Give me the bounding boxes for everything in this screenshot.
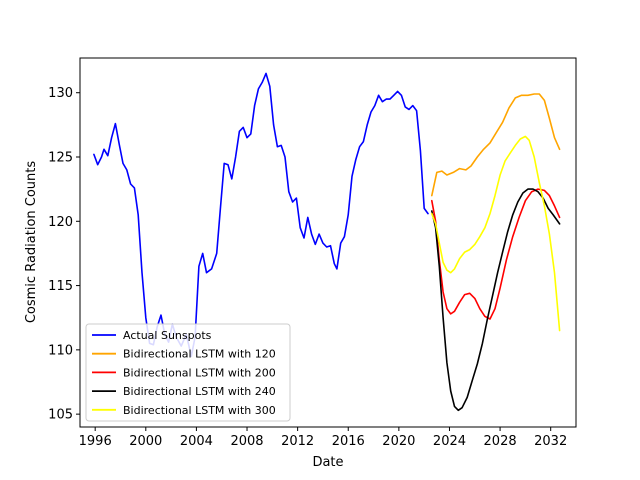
legend-label-0: Actual Sunspots xyxy=(123,329,212,342)
y-axis-label: Cosmic Radiation Counts xyxy=(24,161,39,324)
y-tick-label: 110 xyxy=(48,343,73,358)
x-tick-label: 2008 xyxy=(230,434,263,449)
y-tick-label: 115 xyxy=(48,279,73,294)
series-line-3 xyxy=(431,188,561,412)
x-tick-label: 2024 xyxy=(433,434,466,449)
series-line-4 xyxy=(431,135,561,332)
legend-label-4: Bidirectional LSTM with 300 xyxy=(123,404,276,417)
x-tick-label: 2004 xyxy=(180,434,213,449)
y-tick-label: 125 xyxy=(48,151,73,166)
x-tick-label: 2000 xyxy=(129,434,162,449)
x-tick-label: 2020 xyxy=(382,434,415,449)
x-tick-label: 2032 xyxy=(534,434,567,449)
legend-label-2: Bidirectional LSTM with 200 xyxy=(123,366,276,379)
x-tick-label: 2016 xyxy=(332,434,365,449)
legend-label-3: Bidirectional LSTM with 240 xyxy=(123,385,276,398)
plot-frame xyxy=(79,57,577,428)
legend-label-1: Bidirectional LSTM with 120 xyxy=(123,348,276,361)
legend-box xyxy=(85,323,291,422)
x-axis-label: Date xyxy=(312,455,343,470)
legend: Actual Sunspots Bidirectional LSTM with 1… xyxy=(85,323,291,422)
x-tick-label: 1996 xyxy=(79,434,112,449)
x-axis-ticks: 1996 2000 2004 2008 2012 2016 2020 2024 2028 2032 xyxy=(79,427,567,449)
y-tick-label: 120 xyxy=(48,215,73,230)
y-axis-ticks: 105 110 115 120 125 130 xyxy=(48,86,80,423)
y-tick-label: 105 xyxy=(48,408,73,423)
series-line-1 xyxy=(431,93,561,197)
x-tick-label: 2012 xyxy=(281,434,314,449)
legend-entries: Actual Sunspots Bidirectional LSTM with 1… xyxy=(92,329,276,417)
y-tick-label: 130 xyxy=(48,86,73,101)
x-tick-label: 2028 xyxy=(484,434,517,449)
